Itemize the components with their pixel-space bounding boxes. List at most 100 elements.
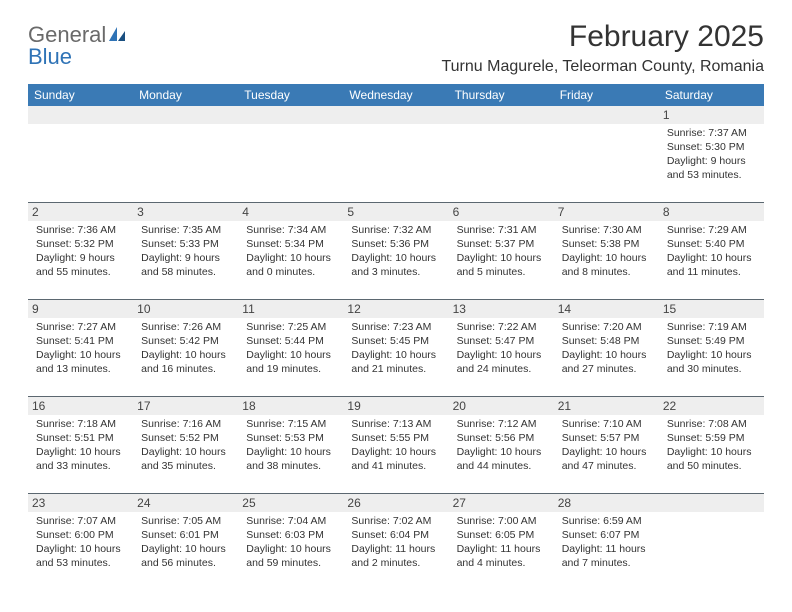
sunset-text: Sunset: 5:56 PM [453, 431, 550, 445]
day-cell: Sunrise: 7:19 AMSunset: 5:49 PMDaylight:… [659, 318, 764, 396]
daylight-text-1: Daylight: 10 hours [558, 251, 655, 265]
date-row: 2345678 [28, 202, 764, 221]
day-cell: Sunrise: 7:27 AMSunset: 5:41 PMDaylight:… [28, 318, 133, 396]
daylight-text-2: and 53 minutes. [663, 168, 760, 182]
daylight-text-2: and 59 minutes. [242, 556, 339, 570]
sunrise-text: Sunrise: 7:00 AM [453, 514, 550, 528]
day-cell: Sunrise: 7:30 AMSunset: 5:38 PMDaylight:… [554, 221, 659, 299]
date-number: 18 [238, 397, 343, 415]
sunset-text: Sunset: 5:52 PM [137, 431, 234, 445]
day-cell: Sunrise: 7:00 AMSunset: 6:05 PMDaylight:… [449, 512, 554, 590]
date-number: 2 [28, 203, 133, 221]
daylight-text-2: and 5 minutes. [453, 265, 550, 279]
day-cell [133, 124, 238, 202]
date-number: 13 [449, 300, 554, 318]
sunrise-text: Sunrise: 7:19 AM [663, 320, 760, 334]
day-cell [554, 124, 659, 202]
day-header: Sunday [28, 84, 133, 106]
day-cell: Sunrise: 7:35 AMSunset: 5:33 PMDaylight:… [133, 221, 238, 299]
sunrise-text: Sunrise: 7:16 AM [137, 417, 234, 431]
info-row: Sunrise: 7:18 AMSunset: 5:51 PMDaylight:… [28, 415, 764, 493]
daylight-text-2: and 19 minutes. [242, 362, 339, 376]
sunrise-text: Sunrise: 7:31 AM [453, 223, 550, 237]
daylight-text-2: and 8 minutes. [558, 265, 655, 279]
daylight-text-1: Daylight: 10 hours [453, 251, 550, 265]
sunrise-text: Sunrise: 7:36 AM [32, 223, 129, 237]
day-cell [659, 512, 764, 590]
daylight-text-2: and 55 minutes. [32, 265, 129, 279]
daylight-text-1: Daylight: 10 hours [242, 251, 339, 265]
sunset-text: Sunset: 5:38 PM [558, 237, 655, 251]
sunrise-text: Sunrise: 7:18 AM [32, 417, 129, 431]
sunset-text: Sunset: 5:48 PM [558, 334, 655, 348]
info-row: Sunrise: 7:36 AMSunset: 5:32 PM Daylight:… [28, 221, 764, 299]
daylight-text-1: Daylight: 10 hours [453, 348, 550, 362]
daylight-text-1: Daylight: 10 hours [663, 251, 760, 265]
sunset-text: Sunset: 6:04 PM [347, 528, 444, 542]
daylight-text-2: and 41 minutes. [347, 459, 444, 473]
sunrise-text: Sunrise: 7:08 AM [663, 417, 760, 431]
sunrise-text: Sunrise: 7:10 AM [558, 417, 655, 431]
day-cell [28, 124, 133, 202]
sunset-text: Sunset: 5:30 PM [663, 140, 760, 154]
sunrise-text: Sunrise: 7:23 AM [347, 320, 444, 334]
daylight-text-1: Daylight: 10 hours [242, 348, 339, 362]
daylight-text-1: Daylight: 10 hours [242, 542, 339, 556]
day-header: Wednesday [343, 84, 448, 106]
day-cell [238, 124, 343, 202]
date-number: 19 [343, 397, 448, 415]
date-number: 28 [554, 494, 659, 512]
sunset-text: Sunset: 5:55 PM [347, 431, 444, 445]
day-cell: Sunrise: 7:36 AMSunset: 5:32 PMDaylight:… [28, 221, 133, 299]
date-number: 17 [133, 397, 238, 415]
date-number: 21 [554, 397, 659, 415]
daylight-text-2: and 2 minutes. [347, 556, 444, 570]
day-cell: Sunrise: 7:22 AMSunset: 5:47 PMDaylight:… [449, 318, 554, 396]
day-cell: Sunrise: 7:37 AMSunset: 5:30 PMDaylight:… [659, 124, 764, 202]
daylight-text-2: and 0 minutes. [242, 265, 339, 279]
sunset-text: Sunset: 5:41 PM [32, 334, 129, 348]
sunset-text: Sunset: 5:34 PM [242, 237, 339, 251]
date-row: 16171819202122 [28, 396, 764, 415]
day-cell: Sunrise: 7:25 AMSunset: 5:44 PMDaylight:… [238, 318, 343, 396]
sunrise-text: Sunrise: 7:30 AM [558, 223, 655, 237]
date-number: 8 [659, 203, 764, 221]
sunrise-text: Sunrise: 7:34 AM [242, 223, 339, 237]
date-number: 26 [343, 494, 448, 512]
daylight-text-2: and 33 minutes. [32, 459, 129, 473]
sunset-text: Sunset: 5:32 PM [32, 237, 129, 251]
logo-sail-icon [108, 22, 126, 47]
daylight-text-2: and 56 minutes. [137, 556, 234, 570]
logo-word-2: Blue [28, 44, 72, 69]
sunrise-text: Sunrise: 7:26 AM [137, 320, 234, 334]
daylight-text-2: and 30 minutes. [663, 362, 760, 376]
sunrise-text: Sunrise: 7:13 AM [347, 417, 444, 431]
day-cell: Sunrise: 7:12 AMSunset: 5:56 PMDaylight:… [449, 415, 554, 493]
day-cell: Sunrise: 7:05 AMSunset: 6:01 PMDaylight:… [133, 512, 238, 590]
day-cell: Sunrise: 7:15 AMSunset: 5:53 PMDaylight:… [238, 415, 343, 493]
daylight-text-1: Daylight: 10 hours [558, 445, 655, 459]
sunrise-text: Sunrise: 7:02 AM [347, 514, 444, 528]
day-cell: Sunrise: 7:08 AMSunset: 5:59 PMDaylight:… [659, 415, 764, 493]
daylight-text-2: and 47 minutes. [558, 459, 655, 473]
sunrise-text: Sunrise: 7:37 AM [663, 126, 760, 140]
daylight-text-1: Daylight: 11 hours [453, 542, 550, 556]
day-cell: Sunrise: 7:18 AMSunset: 5:51 PMDaylight:… [28, 415, 133, 493]
date-row: 9101112131415 [28, 299, 764, 318]
daylight-text-1: Daylight: 10 hours [137, 445, 234, 459]
day-cell [343, 124, 448, 202]
sunset-text: Sunset: 5:51 PM [32, 431, 129, 445]
sunrise-text: Sunrise: 7:35 AM [137, 223, 234, 237]
date-number: 6 [449, 203, 554, 221]
day-cell: Sunrise: 7:29 AMSunset: 5:40 PMDaylight:… [659, 221, 764, 299]
daylight-text-1: Daylight: 10 hours [32, 445, 129, 459]
date-number: 5 [343, 203, 448, 221]
sunrise-text: Sunrise: 6:59 AM [558, 514, 655, 528]
daylight-text-1: Daylight: 10 hours [137, 542, 234, 556]
page-header: General Blue February 2025 Turnu Magurel… [28, 20, 764, 76]
sunset-text: Sunset: 5:40 PM [663, 237, 760, 251]
day-cell: Sunrise: 7:32 AMSunset: 5:36 PMDaylight:… [343, 221, 448, 299]
daylight-text-2: and 53 minutes. [32, 556, 129, 570]
info-row: Sunrise: 7:07 AMSunset: 6:00 PMDaylight:… [28, 512, 764, 590]
day-cell: Sunrise: 7:26 AMSunset: 5:42 PMDaylight:… [133, 318, 238, 396]
